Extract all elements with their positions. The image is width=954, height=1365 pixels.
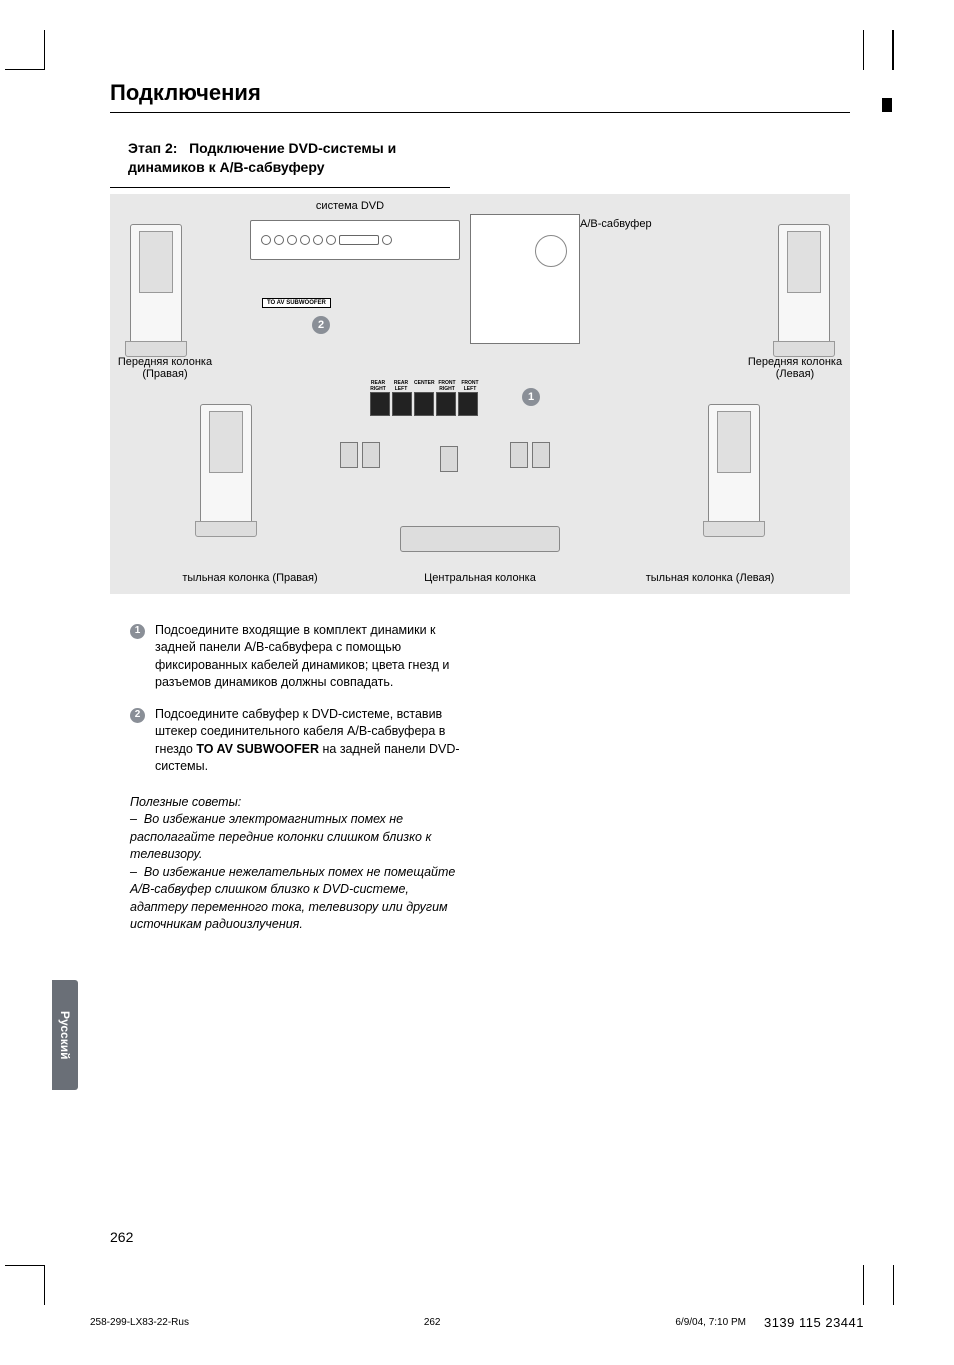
instructions-block: 1 Подсоедините входящие в комплект динам…	[130, 622, 470, 934]
speaker-rear-right	[200, 404, 252, 524]
page-title: Подключения	[110, 80, 850, 113]
plug-3	[440, 446, 458, 472]
label-front-right: Передняя колонка (Правая)	[110, 356, 220, 380]
av-subwoofer-box	[470, 214, 580, 344]
step-badge-2: 2	[312, 316, 330, 334]
tips-block: Полезные советы: – Во избежание электром…	[130, 794, 470, 934]
step-2-badge: 2	[130, 708, 145, 723]
cable-socket-label: TO AV SUBWOOFER	[262, 298, 331, 308]
page-number: 262	[110, 1229, 133, 1245]
step-badge-1: 1	[522, 388, 540, 406]
step-1: 1 Подсоедините входящие в комплект динам…	[130, 622, 470, 692]
step-1-badge: 1	[130, 624, 145, 639]
footer-center: 262	[424, 1317, 441, 1328]
crop-mark-bl	[5, 1265, 45, 1305]
label-rear-left: тыльная колонка (Левая)	[620, 572, 800, 584]
speaker-front-right	[130, 224, 182, 344]
plug-1	[340, 442, 358, 468]
print-footer: 258-299-LX83-22-Rus 262 6/9/04, 7:10 PM …	[90, 1315, 864, 1330]
crop-mark-tl	[5, 30, 45, 70]
crop-mark-br2	[863, 1265, 864, 1305]
dvd-label: система DVD	[290, 200, 410, 212]
crop-mark-tr2	[863, 30, 864, 70]
plug-2	[362, 442, 380, 468]
language-tab: Русский	[52, 980, 78, 1090]
bleed-mark	[882, 98, 892, 112]
tip-1: – Во избежание электромагнитных помех не…	[130, 811, 470, 864]
footer-date: 6/9/04, 7:10 PM	[675, 1317, 746, 1328]
connector-row	[370, 392, 478, 416]
dvd-system-box	[250, 220, 460, 260]
plug-5	[532, 442, 550, 468]
center-speaker	[400, 526, 560, 552]
page-content: Подключения Этап 2: Подключение DVD-сист…	[110, 80, 850, 934]
crop-mark-tr	[892, 30, 894, 70]
footer-code: 3139 115 23441	[764, 1315, 864, 1330]
tips-title: Полезные советы:	[130, 794, 470, 812]
bold-socket-name: TO AV SUBWOOFER	[196, 742, 319, 756]
speaker-rear-left	[708, 404, 760, 524]
step-1-text: Подсоедините входящие в комплект динамик…	[155, 622, 470, 692]
speaker-front-left	[778, 224, 830, 344]
tip-2: – Во избежание нежелательных помех не по…	[130, 864, 470, 934]
footer-left: 258-299-LX83-22-Rus	[90, 1317, 189, 1328]
step-2: 2 Подсоедините сабвуфер к DVD-системе, в…	[130, 706, 470, 776]
crop-mark-br	[893, 1265, 894, 1305]
label-rear-right: тыльная колонка (Правая)	[160, 572, 340, 584]
label-front-left: Передняя колонка (Левая)	[740, 356, 850, 380]
label-center: Центральная колонка	[400, 572, 560, 584]
step-2-text: Подсоедините сабвуфер к DVD-системе, вст…	[155, 706, 470, 776]
plug-4	[510, 442, 528, 468]
subtitle-box: Этап 2: Подключение DVD-системы и динами…	[110, 131, 450, 188]
connector-labels: REAR RIGHTREAR LEFTCENTERFRONT RIGHTFRON…	[368, 380, 480, 392]
connection-diagram: система DVD A/B-сабвуфер TO AV SUBWOOFER…	[110, 194, 850, 594]
subwoofer-label: A/B-сабвуфер	[580, 218, 680, 230]
section-subtitle: Этап 2: Подключение DVD-системы и динами…	[128, 139, 450, 177]
